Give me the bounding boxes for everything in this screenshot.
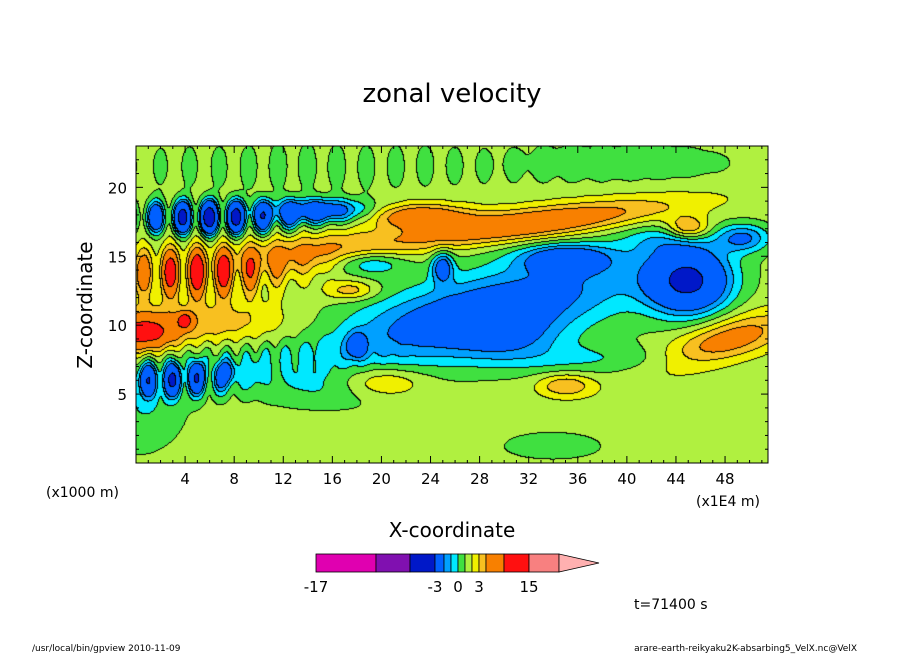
- z-scale-note: (x1000 m): [46, 485, 119, 501]
- y-axis-label: Z-coordinate: [73, 241, 97, 368]
- x-tick-label: 8: [229, 470, 239, 488]
- x-tick-label: 32: [519, 470, 538, 488]
- heatmap-image: [136, 146, 768, 463]
- plot-frame: [135, 145, 769, 464]
- colorbar-segment: [478, 553, 487, 573]
- colorbar-label: -17: [304, 578, 329, 596]
- x-tick-label: 24: [421, 470, 440, 488]
- colorbar-arrow: [558, 553, 600, 573]
- colorbar-label: 0: [453, 578, 463, 596]
- colorbar-segment: [450, 553, 459, 573]
- colorbar-segment: [464, 553, 473, 573]
- colorbar-label: 15: [519, 578, 538, 596]
- footer-right: arare-earth-reikyaku2K-absarbing5_VelX.n…: [634, 644, 857, 654]
- x-tick-label: 28: [470, 470, 489, 488]
- x-tick-label: 16: [323, 470, 342, 488]
- chart-title: zonal velocity: [362, 79, 541, 109]
- colorbar-segment: [503, 553, 530, 573]
- x-tick-label: 20: [372, 470, 391, 488]
- x-tick-label: 44: [666, 470, 685, 488]
- time-label: t=71400 s: [634, 597, 708, 613]
- colorbar-label: -3: [428, 578, 443, 596]
- colorbar-segment: [434, 553, 445, 573]
- y-tick-label: 10: [108, 317, 127, 335]
- x-tick-label: 40: [617, 470, 636, 488]
- colorbar-segment: [409, 553, 436, 573]
- colorbar-segment: [457, 553, 466, 573]
- x-axis-ticks: 4 8 12 16 20 24 28 32 36 40 44 48: [147, 146, 763, 488]
- colorbar-segment: [485, 553, 505, 573]
- y-tick-label: 15: [108, 248, 127, 266]
- x-tick-label: 48: [716, 470, 735, 488]
- colorbar-segment: [443, 553, 452, 573]
- colorbar-segment: [375, 553, 411, 573]
- x-tick-label: 12: [274, 470, 293, 488]
- x-scale-note: (x1E4 m): [696, 494, 760, 510]
- x-tick-label: 36: [568, 470, 587, 488]
- colorbar-segment: [315, 553, 377, 573]
- colorbar-segment: [471, 553, 480, 573]
- colorbar-segment: [528, 553, 560, 573]
- x-tick-label: 4: [180, 470, 190, 488]
- x-axis-label: X-coordinate: [389, 518, 516, 542]
- y-tick-label: 5: [117, 386, 127, 404]
- y-tick-label: 20: [108, 179, 127, 197]
- footer-left: /usr/local/bin/gpview 2010-11-09: [32, 644, 181, 654]
- colorbar: -17 -3 0 3 15: [304, 553, 600, 596]
- colorbar-label: 3: [474, 578, 484, 596]
- y-axis-ticks: 5 10 15 20: [108, 159, 768, 450]
- contour-plot-area: [135, 145, 769, 464]
